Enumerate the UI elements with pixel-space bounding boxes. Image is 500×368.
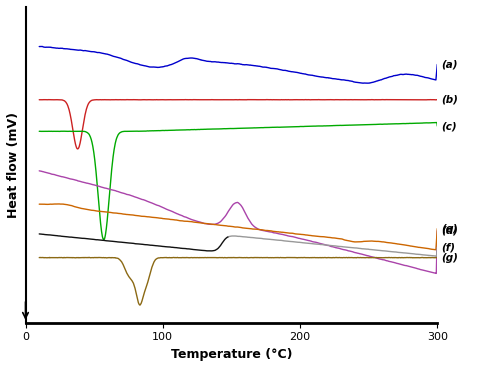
Text: (f): (f) [442,242,456,252]
Text: (e): (e) [442,224,458,234]
Text: (b): (b) [442,95,458,105]
Text: (d): (d) [442,226,458,236]
Text: (g): (g) [442,252,458,263]
X-axis label: Temperature (°C): Temperature (°C) [170,348,292,361]
Text: (c): (c) [442,121,457,131]
Text: (a): (a) [442,59,458,70]
Y-axis label: Heat flow (mV): Heat flow (mV) [7,112,20,218]
